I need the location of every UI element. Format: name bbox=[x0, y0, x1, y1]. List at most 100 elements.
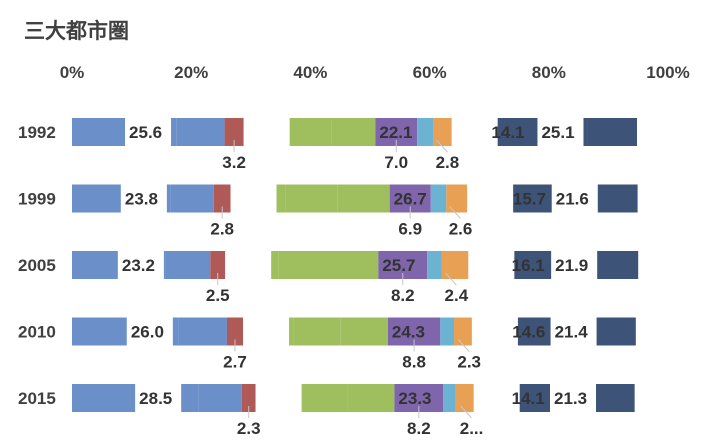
bar-segment bbox=[170, 184, 214, 213]
label-box bbox=[468, 250, 515, 280]
data-label: 2.5 bbox=[206, 286, 230, 305]
x-tick-label: 0% bbox=[60, 63, 85, 82]
label-box bbox=[467, 183, 514, 214]
bar-segment bbox=[507, 251, 552, 279]
leader-line bbox=[449, 206, 461, 219]
label-box bbox=[230, 183, 277, 214]
data-label: 23.3 bbox=[398, 389, 431, 408]
bar-segment bbox=[72, 384, 136, 412]
bar-segment bbox=[178, 317, 227, 346]
data-label: 21.4 bbox=[555, 323, 589, 342]
data-label: 23.8 bbox=[125, 190, 158, 209]
bar-segment bbox=[226, 317, 244, 346]
data-label: 15.7 bbox=[513, 190, 546, 209]
label-box bbox=[243, 316, 290, 347]
bar-segment bbox=[198, 384, 242, 412]
bar-segment bbox=[293, 317, 341, 346]
bar-segment bbox=[340, 317, 388, 346]
bar-segment bbox=[592, 384, 635, 412]
data-label: 7.0 bbox=[384, 153, 408, 172]
data-label: 26.7 bbox=[394, 190, 427, 209]
data-label: 28.5 bbox=[139, 389, 172, 408]
x-tick-label: 40% bbox=[293, 63, 327, 82]
bar-segment bbox=[326, 251, 379, 279]
bar-segment bbox=[241, 384, 256, 412]
data-label: 3.2 bbox=[222, 153, 246, 172]
data-label: 2.4 bbox=[445, 286, 469, 305]
x-tick-label: 20% bbox=[174, 63, 208, 82]
x-tick-label: 60% bbox=[413, 63, 447, 82]
category-labels: 1992 1999 2005 2010 2015 bbox=[18, 123, 56, 408]
data-label: 8.2 bbox=[407, 419, 431, 438]
label-box bbox=[550, 316, 597, 347]
category-label: 1992 bbox=[18, 123, 56, 142]
data-label: 2.8 bbox=[436, 153, 460, 172]
bar-segment bbox=[285, 184, 338, 213]
chart-title: 三大都市圏 bbox=[24, 19, 129, 43]
leader-line bbox=[460, 405, 472, 419]
bar-segment bbox=[446, 184, 468, 213]
label-box bbox=[125, 117, 172, 147]
bar-segment bbox=[72, 251, 118, 279]
bar-segment bbox=[176, 118, 225, 146]
data-label: 25.1 bbox=[541, 123, 574, 142]
label-box bbox=[225, 250, 272, 280]
bar-segment bbox=[587, 118, 638, 146]
data-label: 14.1 bbox=[512, 389, 545, 408]
bar-segment bbox=[213, 184, 231, 213]
data-label: 2... bbox=[460, 419, 484, 438]
category-label: 1999 bbox=[18, 190, 56, 209]
label-box bbox=[551, 183, 598, 214]
label-box bbox=[537, 117, 584, 147]
bar-segment bbox=[210, 251, 226, 279]
x-tick-label: 100% bbox=[646, 63, 689, 82]
bar-segment bbox=[440, 317, 455, 346]
leader-line bbox=[457, 339, 470, 352]
label-box bbox=[451, 117, 498, 147]
bar-segment bbox=[331, 118, 376, 146]
data-label: 16.1 bbox=[512, 256, 545, 275]
label-box bbox=[135, 383, 182, 413]
data-label: 14.1 bbox=[491, 123, 524, 142]
data-label: 22.1 bbox=[379, 123, 412, 142]
data-label: 25.6 bbox=[129, 123, 162, 142]
bar-segment bbox=[302, 384, 348, 412]
bar-segment bbox=[287, 118, 332, 146]
data-label: 2.8 bbox=[210, 220, 234, 239]
label-box bbox=[255, 383, 302, 413]
leader-line bbox=[444, 272, 457, 286]
label-box bbox=[126, 316, 173, 347]
bar-segment bbox=[72, 118, 126, 146]
leader-line bbox=[436, 139, 448, 153]
bar-segment bbox=[337, 184, 390, 213]
category-label: 2005 bbox=[18, 256, 56, 275]
data-labels: 25.6 22.1 14.1 25.1 3.2 7.0 2.8 23.8 26.7 15.7 21.… bbox=[122, 123, 589, 438]
bar-segment bbox=[72, 184, 121, 213]
label-box bbox=[471, 316, 518, 347]
data-label: 21.6 bbox=[556, 190, 589, 209]
bar-segment bbox=[430, 184, 447, 213]
bar-segment bbox=[417, 118, 434, 146]
label-box bbox=[120, 183, 167, 214]
label-box bbox=[117, 250, 164, 280]
data-label: 25.7 bbox=[382, 256, 415, 275]
bar-segment bbox=[594, 251, 639, 279]
bar-segment bbox=[508, 184, 552, 213]
bar-segment bbox=[224, 118, 244, 146]
label-box bbox=[549, 383, 596, 413]
bar-segment bbox=[165, 251, 211, 279]
bar-segment bbox=[347, 384, 395, 412]
data-label: 21.3 bbox=[554, 389, 587, 408]
bar-segment bbox=[454, 317, 472, 346]
bar-segment bbox=[441, 251, 469, 279]
bar-segment bbox=[72, 317, 127, 346]
label-box bbox=[243, 117, 290, 147]
bar-segment bbox=[433, 118, 452, 146]
bar-segment bbox=[443, 384, 456, 412]
data-label: 8.2 bbox=[391, 286, 415, 305]
category-label: 2010 bbox=[18, 323, 56, 342]
bar-segment bbox=[278, 251, 327, 279]
data-label: 14.6 bbox=[512, 323, 545, 342]
data-label: 8.8 bbox=[402, 353, 426, 372]
